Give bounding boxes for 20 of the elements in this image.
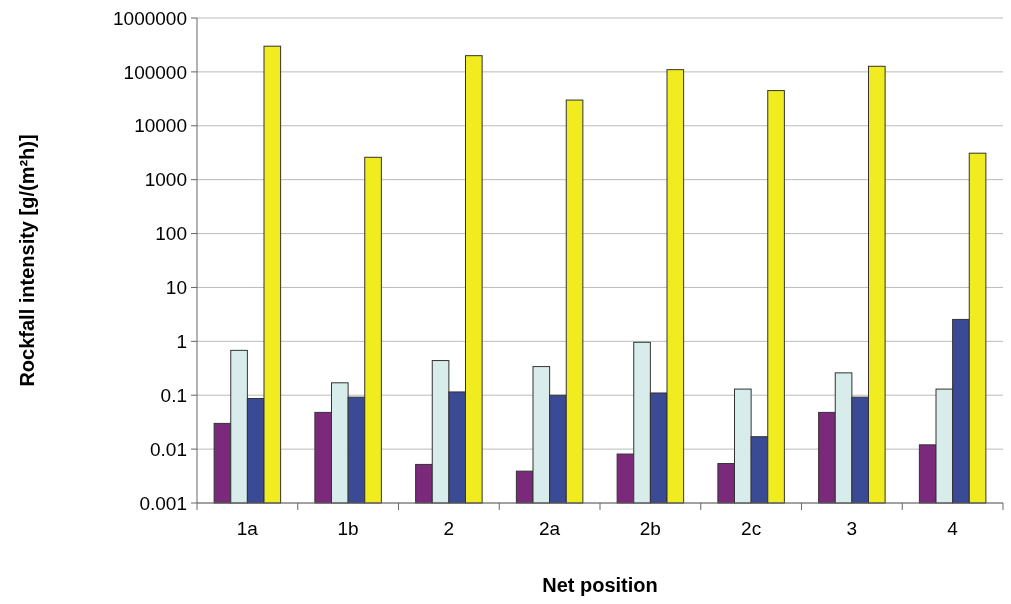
- x-tick-label: 2c: [741, 518, 762, 539]
- y-tick-label: 1: [176, 330, 187, 352]
- x-tick-label: 4: [947, 518, 959, 539]
- y-tick-label: 0.001: [139, 492, 187, 514]
- x-tick-label: 2: [443, 518, 455, 539]
- y-tick-label: 1000000: [113, 7, 187, 29]
- x-axis-title: Net position: [542, 574, 658, 596]
- x-tick-label: 1a: [236, 518, 259, 539]
- x-tick-label: 3: [846, 518, 858, 539]
- y-tick-label: 100: [155, 223, 187, 245]
- y-tick-label: 0.01: [150, 438, 187, 460]
- y-tick-label: 0.1: [160, 384, 187, 406]
- y-tick-label: 10: [165, 277, 187, 299]
- y-tick-label: 100000: [123, 61, 187, 83]
- y-tick-label: 1000: [144, 169, 187, 191]
- y-tick-label: 10000: [134, 115, 187, 137]
- x-tick-label: 2a: [539, 518, 561, 539]
- y-axis-title: Rockfall intensity [g/(m²h)]: [16, 134, 38, 387]
- x-tick-label: 2b: [639, 518, 661, 539]
- x-tick-label: 1b: [337, 518, 359, 539]
